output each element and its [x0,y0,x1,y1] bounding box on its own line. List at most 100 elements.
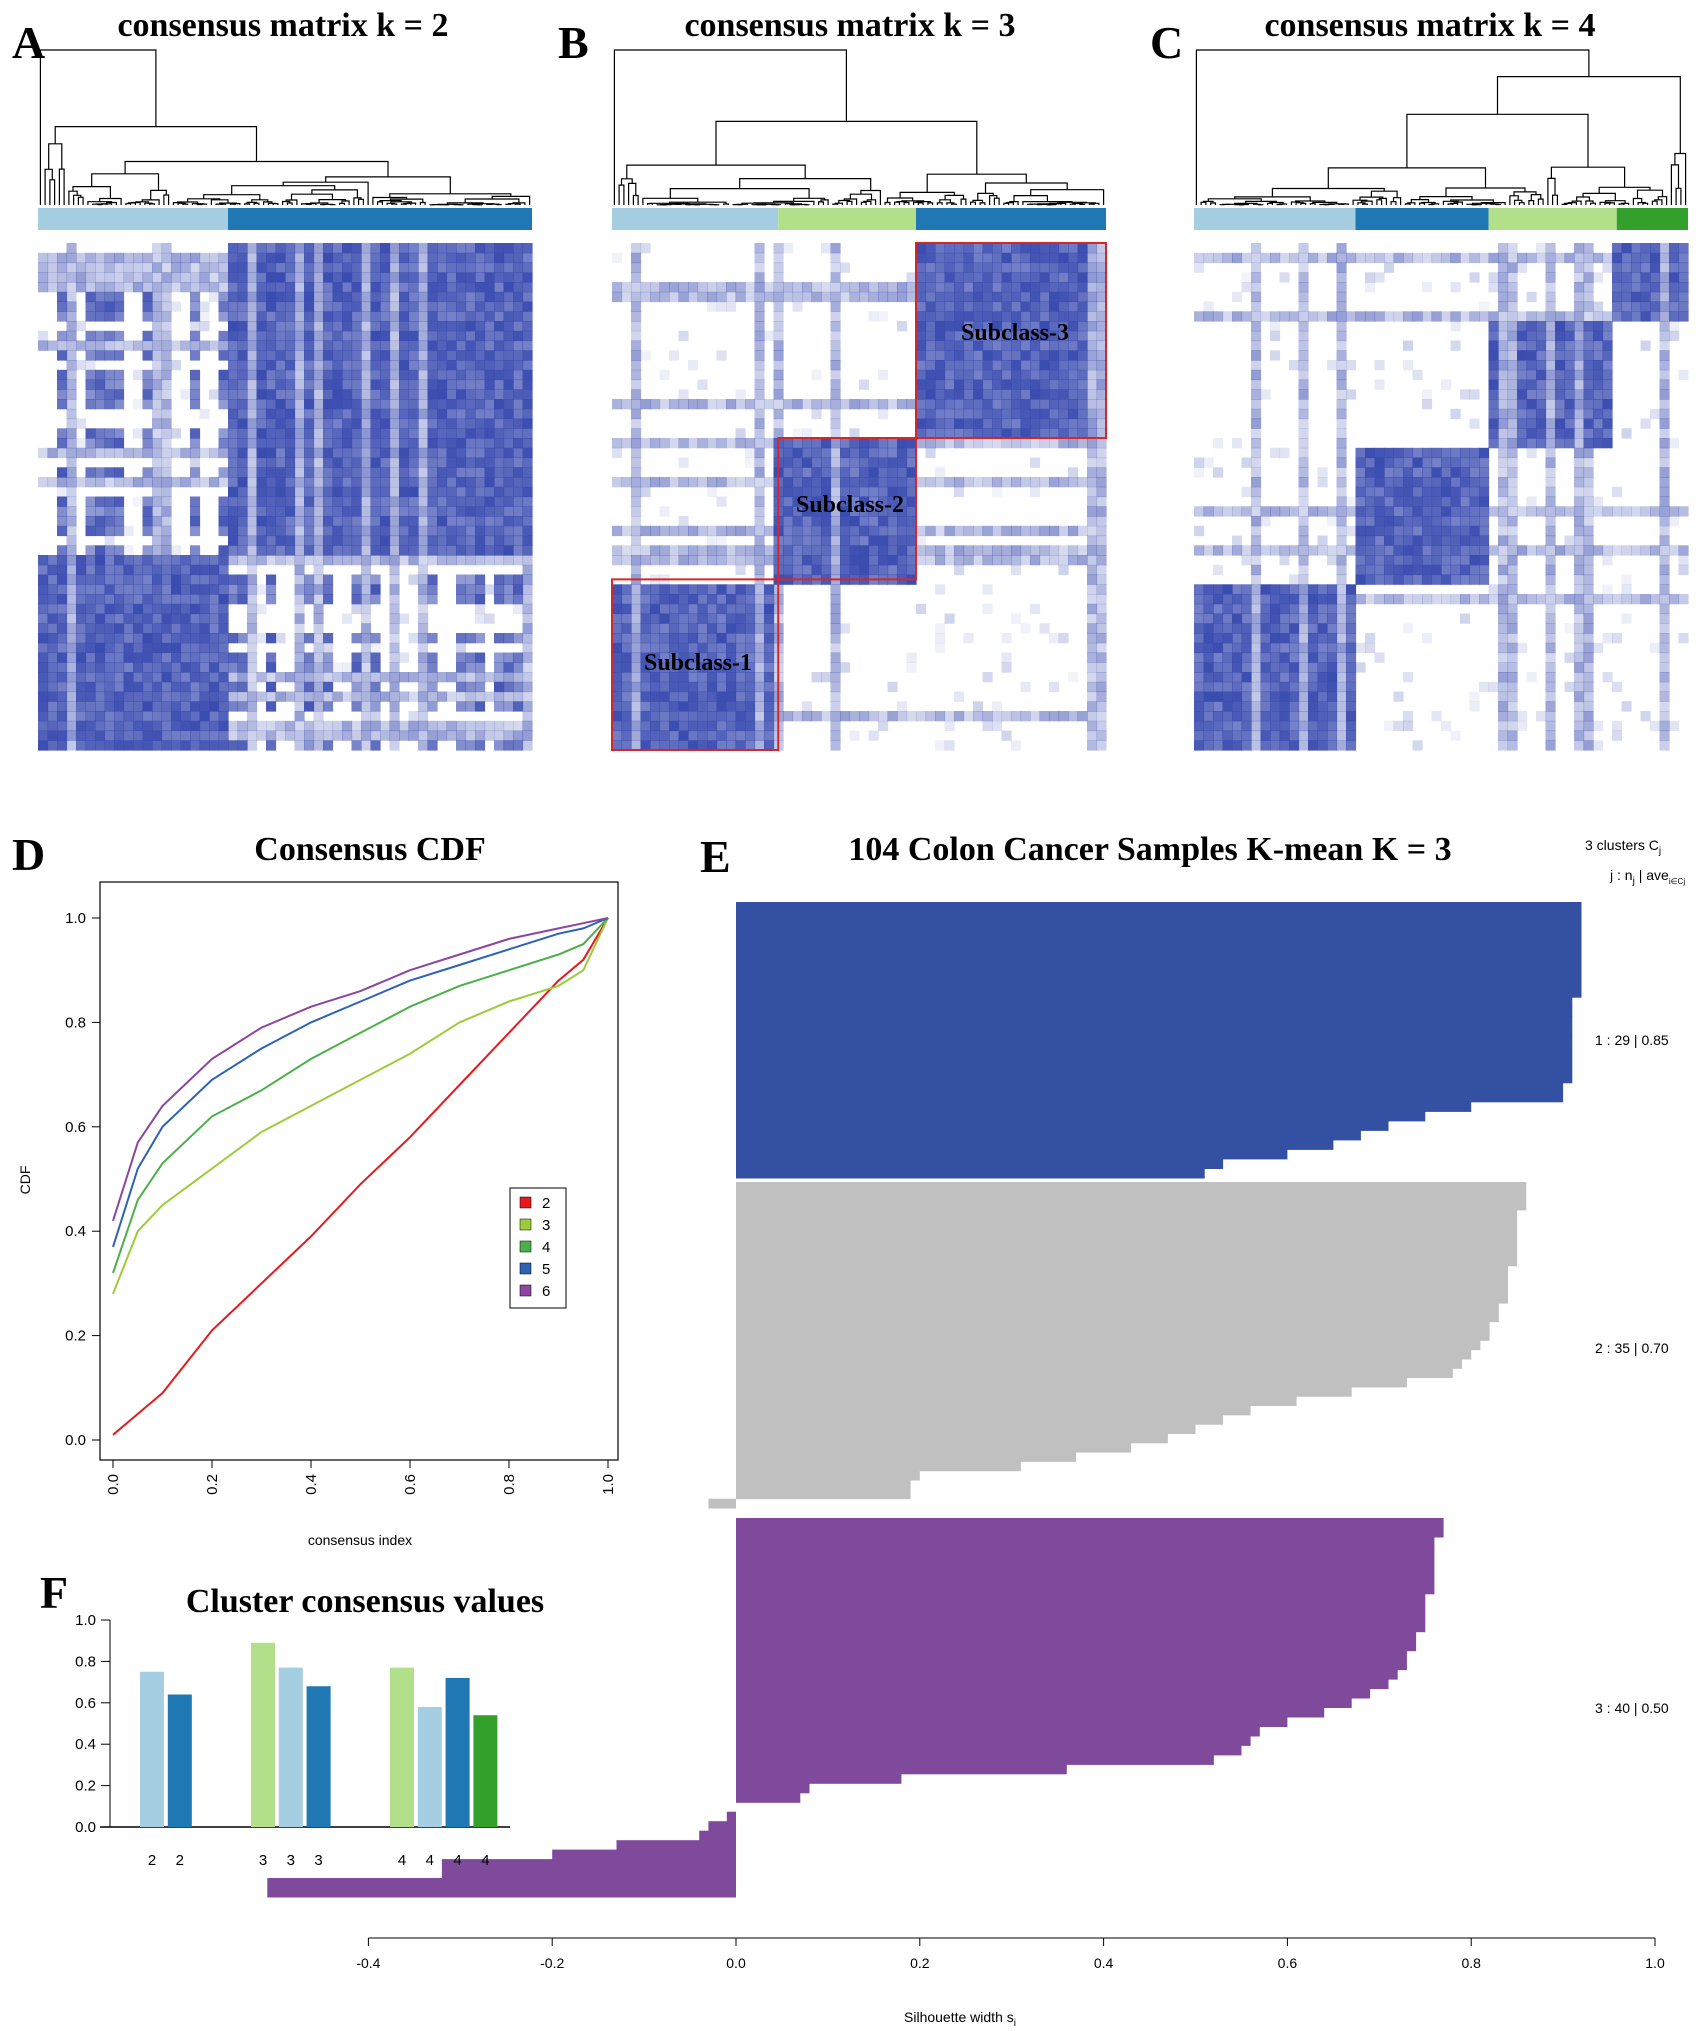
heatmap-cell [1241,594,1252,605]
heatmap-cell [247,594,258,605]
heatmap-cell [669,720,680,732]
heatmap-cell [783,486,794,498]
heatmap-cell [370,486,381,498]
heatmap-cell [1194,457,1205,468]
heatmap-cell [247,711,258,722]
heatmap-cell [171,633,182,644]
heatmap-cell [199,477,210,488]
heatmap-cell [1317,594,1328,605]
heatmap-cell [840,282,851,293]
heatmap-cell [992,340,1003,351]
heatmap-cell [95,740,106,751]
heatmap-cell [123,545,134,556]
heatmap-cell [1346,360,1357,371]
heatmap-cell [773,340,784,351]
heatmap-cell [1336,535,1347,546]
heatmap-cell [954,711,965,722]
heatmap-cell [370,369,381,381]
heatmap-cell [849,711,860,722]
heatmap-cell [304,486,315,498]
heatmap-cell [1087,252,1098,264]
heatmap-cell [707,740,718,751]
heatmap-cell [1030,330,1041,342]
dendrogram-branch [58,168,65,205]
heatmap-cell [456,301,467,312]
heatmap-cell [1222,652,1233,663]
heatmap-cell [1068,379,1079,390]
heatmap-cell [1058,340,1069,351]
heatmap-cell [418,457,429,468]
heatmap-cell [745,633,756,644]
heatmap-cell [830,321,841,332]
heatmap-cell [133,701,144,712]
heatmap-cell [1336,389,1347,400]
heatmap-cell [475,613,486,624]
heatmap-cell [887,711,898,722]
heatmap-cell [418,564,429,576]
heatmap-cell [1039,418,1050,429]
heatmap-cell [38,701,49,712]
heatmap-cell [475,418,486,429]
heatmap-cell [1068,282,1079,293]
heatmap-cell [1049,477,1060,488]
heatmap-cell [1251,457,1262,468]
heatmap-cell [1365,525,1376,537]
heatmap-cell [494,360,505,371]
heatmap-cell [418,633,429,644]
heatmap-cell [228,594,239,605]
heatmap-cell [669,652,680,663]
heatmap-cell [323,321,334,332]
heatmap-cell [408,369,419,381]
heatmap-cell [142,330,153,342]
heatmap-cell [830,243,841,254]
heatmap-cell [494,301,505,312]
heatmap-cell [830,545,841,556]
heatmap-cell [1087,496,1098,507]
heatmap-cell [114,730,125,741]
heatmap-cell [982,262,993,273]
heatmap-cell [640,282,651,293]
heatmap-cell [830,720,841,732]
heatmap-cell [152,701,163,712]
heatmap-cell [754,516,765,527]
heatmap-cell [1077,477,1088,488]
heatmap-cell [465,340,476,351]
heatmap-cell [38,262,49,273]
heatmap-cell [57,662,68,673]
heatmap-cell [669,681,680,693]
heatmap-cell [1317,652,1328,663]
heatmap-cell [944,360,955,371]
heatmap-cell [95,379,106,390]
heatmap-cell [275,379,286,390]
heatmap-cell [1213,252,1224,264]
heatmap-cell [142,564,153,576]
heatmap-cell [1251,545,1262,556]
heatmap-cell [323,740,334,751]
heatmap-cell [1213,662,1224,673]
heatmap-cell [840,447,851,459]
heatmap-cell [897,711,908,722]
heatmap-cell [650,701,661,712]
heatmap-cell [389,360,400,371]
dendrogram-branch [936,202,943,205]
heatmap-cell [133,399,144,410]
heatmap-cell [773,389,784,400]
heatmap-cell [1422,311,1433,322]
heatmap-cell [1279,633,1290,644]
heatmap-cell [963,360,974,371]
heatmap-cell [47,711,58,722]
heatmap-cell [944,545,955,556]
heatmap-cell [522,535,533,546]
heatmap-cell [754,369,765,381]
heatmap-cell [716,623,727,634]
heatmap-cell [275,282,286,293]
heatmap-cell [1498,272,1509,283]
heatmap-cell [57,623,68,634]
heatmap-cell [1096,399,1107,410]
heatmap-cell [418,447,429,459]
heatmap-cell [427,652,438,663]
heatmap-cell [1536,243,1547,254]
heatmap-cell [992,418,1003,429]
heatmap-cell [669,291,680,303]
heatmap-cell [1479,594,1490,605]
